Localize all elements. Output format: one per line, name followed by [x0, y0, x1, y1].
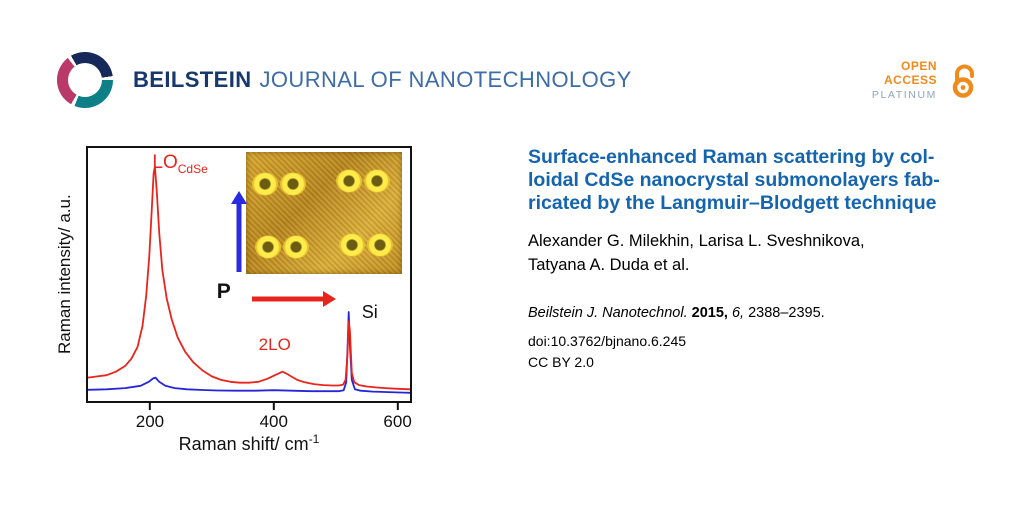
blue-spectrum-curve — [87, 311, 411, 394]
citation-year: 2015, — [691, 305, 728, 321]
journal-header: BEILSTEIN JOURNAL OF NANOTECHNOLOGY — [57, 52, 632, 108]
article-title-line: Surface-enhanced Raman scattering by col… — [528, 146, 935, 168]
nanocrystal-ring — [335, 169, 362, 193]
polarization-arrow-icon — [252, 290, 336, 307]
article-doi: doi:10.3762/bjnano.6.245 — [528, 333, 687, 349]
citation-volume: 6, — [731, 305, 745, 321]
nanocrystal-ring — [363, 169, 390, 193]
nanocrystal-ring — [279, 172, 306, 196]
red-spectrum-curve — [87, 165, 411, 391]
nanocrystal-ring — [338, 233, 365, 257]
beilstein-logo-icon — [57, 52, 113, 108]
nanocrystal-ring — [251, 172, 278, 196]
y-axis-label: Raman intensity/ a.u. — [55, 194, 74, 355]
vertical-arrow-icon — [231, 191, 248, 272]
authors-line: Alexander G. Milekhin, Larisa L. Sveshni… — [528, 232, 865, 250]
nanocrystal-ring — [254, 235, 281, 259]
open-access-text: OPEN ACCESS PLATINUM — [871, 59, 937, 101]
article-citation: Beilstein J. Nanotechnol. 2015, 6, 2388–… — [528, 305, 980, 321]
open-access-lock-icon — [952, 64, 974, 99]
spectrum-curves — [87, 165, 411, 394]
lo-cdse-peak-label: LOCdSe — [152, 151, 208, 176]
x-tick-label: 200 — [136, 403, 164, 432]
x-axis-label: Raman shift/ cm-1 — [178, 432, 320, 454]
article-license: CC BY 2.0 — [528, 354, 594, 370]
article-authors: Alexander G. Milekhin, Larisa L. Sveshni… — [528, 229, 980, 277]
brand-journal-name: JOURNAL OF NANOTECHNOLOGY — [259, 67, 632, 92]
x-tick-label: 400 — [260, 403, 288, 432]
polarization-label: P — [216, 279, 231, 303]
nanocrystal-ring — [282, 235, 309, 259]
article-title: Surface-enhanced Raman scattering by col… — [528, 146, 980, 215]
afm-inset-image — [245, 151, 402, 275]
x-axis-ticks: 200 400 600 — [88, 403, 412, 432]
article-info: Surface-enhanced Raman scattering by col… — [528, 146, 980, 370]
x-tick-label: 600 — [383, 403, 411, 432]
citation-pages: 2388–2395. — [748, 305, 825, 321]
si-peak-label: Si — [361, 302, 378, 323]
nanocrystal-ring — [367, 233, 394, 257]
authors-line: Tatyana A. Duda et al. — [528, 256, 690, 274]
open-access-line-access: ACCESS — [883, 72, 937, 87]
two-lo-peak-label: 2LO — [258, 335, 291, 355]
journal-title: BEILSTEIN JOURNAL OF NANOTECHNOLOGY — [133, 67, 632, 93]
article-title-line: ricated by the Langmuir–Blodgett techniq… — [528, 192, 937, 214]
brand-beilstein: BEILSTEIN — [133, 67, 252, 92]
raman-spectrum-figure: Raman intensity/ a.u. P LOCdSe 2LO Si 20… — [50, 140, 450, 470]
citation-journal: Beilstein J. Nanotechnol. — [528, 305, 688, 321]
open-access-badge: OPEN ACCESS PLATINUM — [871, 59, 982, 101]
open-access-line-platinum: PLATINUM — [871, 88, 937, 101]
plot-area: P LOCdSe 2LO Si — [86, 146, 412, 403]
article-title-line: loidal CdSe nanocrystal submonolayers fa… — [528, 169, 940, 191]
open-access-line-open: OPEN — [900, 59, 937, 73]
